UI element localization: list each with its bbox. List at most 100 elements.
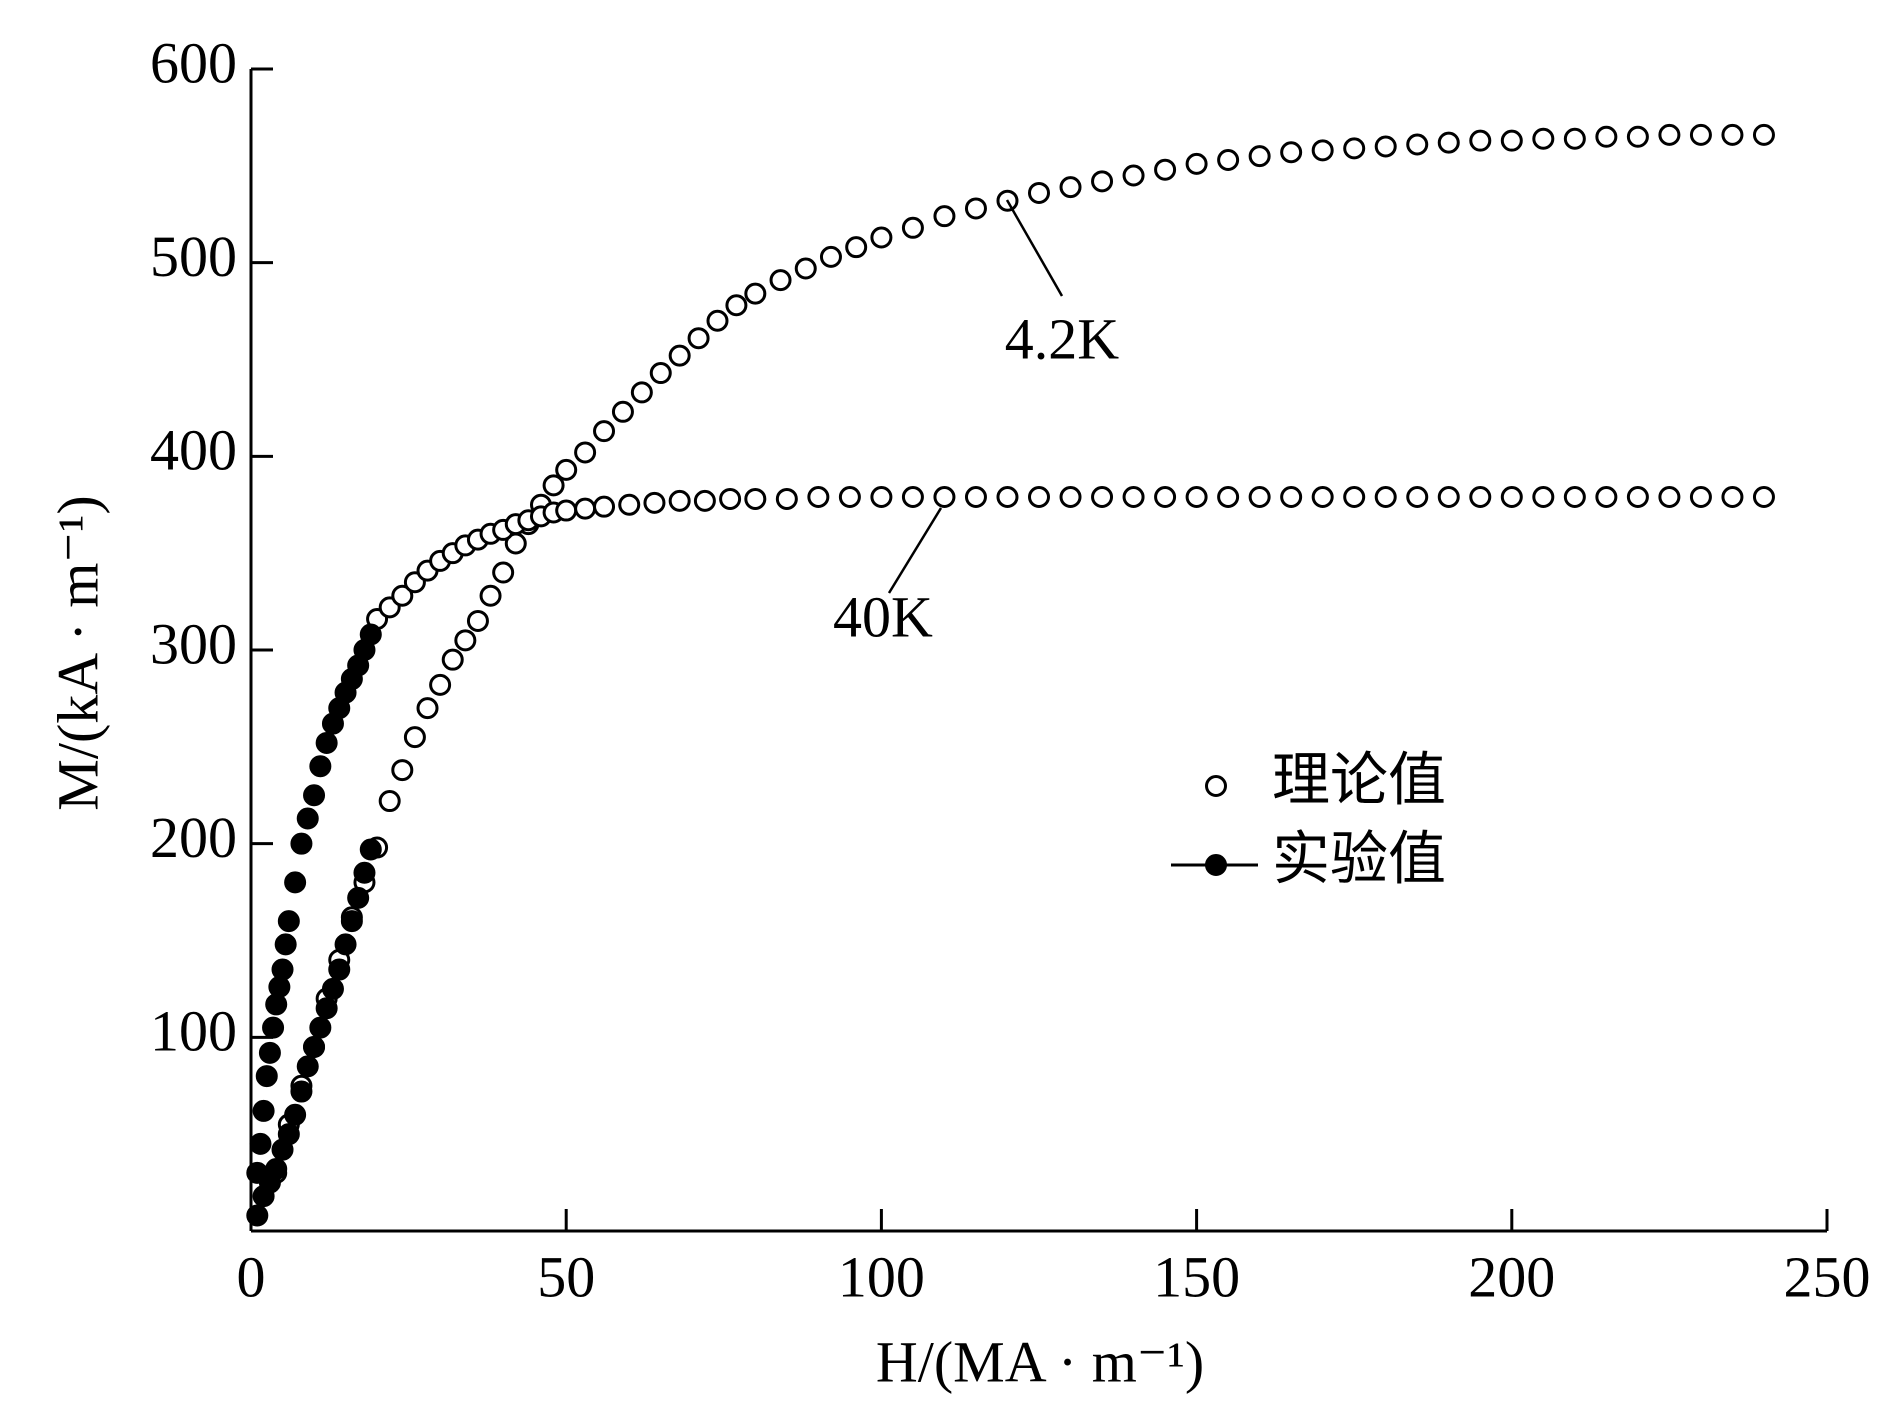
open-point (555, 499, 578, 522)
open-point (1248, 486, 1271, 509)
open-point (593, 420, 616, 443)
open-point (649, 362, 672, 385)
filled-point (255, 1065, 278, 1088)
open-point (693, 489, 716, 512)
open-point (574, 497, 597, 520)
filled-point (315, 731, 338, 754)
y-tick-label: 300 (150, 611, 237, 676)
open-point (403, 726, 426, 749)
open-point (1595, 125, 1618, 148)
open-point (643, 491, 666, 514)
open-point (454, 629, 477, 652)
open-point (1311, 486, 1334, 509)
open-point (1563, 127, 1586, 150)
open-point (441, 648, 464, 671)
open-point (1374, 486, 1397, 509)
open-point (1122, 164, 1145, 187)
filled-point (284, 1103, 307, 1126)
y-tick-label: 600 (150, 30, 237, 95)
open-point (706, 309, 729, 332)
leader-line (887, 507, 943, 594)
open-point (933, 205, 956, 228)
open-point (1658, 123, 1681, 146)
open-point (555, 458, 578, 481)
filled-point (277, 910, 300, 933)
filled-point (303, 1036, 326, 1059)
open-point (429, 673, 452, 696)
open-point (775, 487, 798, 510)
open-point (964, 197, 987, 220)
open-point (630, 381, 653, 404)
open-point (933, 486, 956, 509)
open-point (1563, 486, 1586, 509)
open-point (416, 697, 439, 720)
open-point (1122, 486, 1145, 509)
legend-marker (1205, 775, 1227, 797)
filled-point (303, 784, 326, 807)
filled-point (262, 1016, 285, 1039)
open-point (492, 561, 515, 584)
filled-point (265, 993, 288, 1016)
open-point (744, 282, 767, 305)
open-point (1154, 158, 1177, 181)
open-point (1500, 129, 1523, 152)
leader-line (1005, 199, 1064, 297)
open-point (391, 584, 414, 607)
open-point (1532, 127, 1555, 150)
filled-point (296, 807, 319, 830)
filled-point (334, 933, 357, 956)
filled-point (353, 861, 376, 884)
open-point (1406, 133, 1429, 156)
open-point (1626, 125, 1649, 148)
open-point (719, 487, 742, 510)
open-point (1154, 486, 1177, 509)
open-point (542, 474, 565, 497)
filled-point (258, 1041, 281, 1064)
open-point (466, 609, 489, 632)
open-point (687, 327, 710, 350)
open-point (1059, 176, 1082, 199)
open-point (901, 216, 924, 239)
open-point (1217, 486, 1240, 509)
open-point (1752, 123, 1775, 146)
filled-point (274, 933, 297, 956)
filled-point (271, 958, 294, 981)
open-point (574, 441, 597, 464)
open-point (1469, 486, 1492, 509)
open-point (1626, 486, 1649, 509)
open-point (1721, 486, 1744, 509)
filled-point (309, 1016, 332, 1039)
open-point (1028, 486, 1050, 509)
open-point (1343, 137, 1366, 160)
x-tick-label: 200 (1468, 1244, 1555, 1309)
filled-point (284, 871, 307, 894)
open-point (1595, 486, 1618, 509)
open-point (1437, 131, 1460, 154)
open-point (1469, 129, 1492, 152)
open-point (1059, 486, 1082, 509)
open-point (1689, 123, 1712, 146)
filled-point (296, 1055, 319, 1078)
open-point (870, 486, 893, 509)
open-point (1343, 486, 1366, 509)
open-point (618, 493, 641, 516)
filled-point (252, 1099, 275, 1122)
filled-point (246, 1161, 269, 1184)
open-point (744, 487, 767, 510)
filled-point (359, 838, 382, 861)
open-point (668, 489, 691, 512)
open-point (725, 294, 748, 317)
open-point (1311, 139, 1334, 162)
open-point (611, 400, 634, 423)
open-point (1374, 135, 1397, 158)
open-point (1500, 486, 1523, 509)
filled-point (268, 975, 291, 998)
filled-point (315, 997, 338, 1020)
filled-point (309, 755, 332, 778)
open-point (593, 495, 616, 518)
filled-point (359, 623, 382, 646)
x-tick-label: 0 (237, 1244, 266, 1309)
open-point (1028, 181, 1050, 204)
y-tick-label: 400 (150, 418, 237, 483)
